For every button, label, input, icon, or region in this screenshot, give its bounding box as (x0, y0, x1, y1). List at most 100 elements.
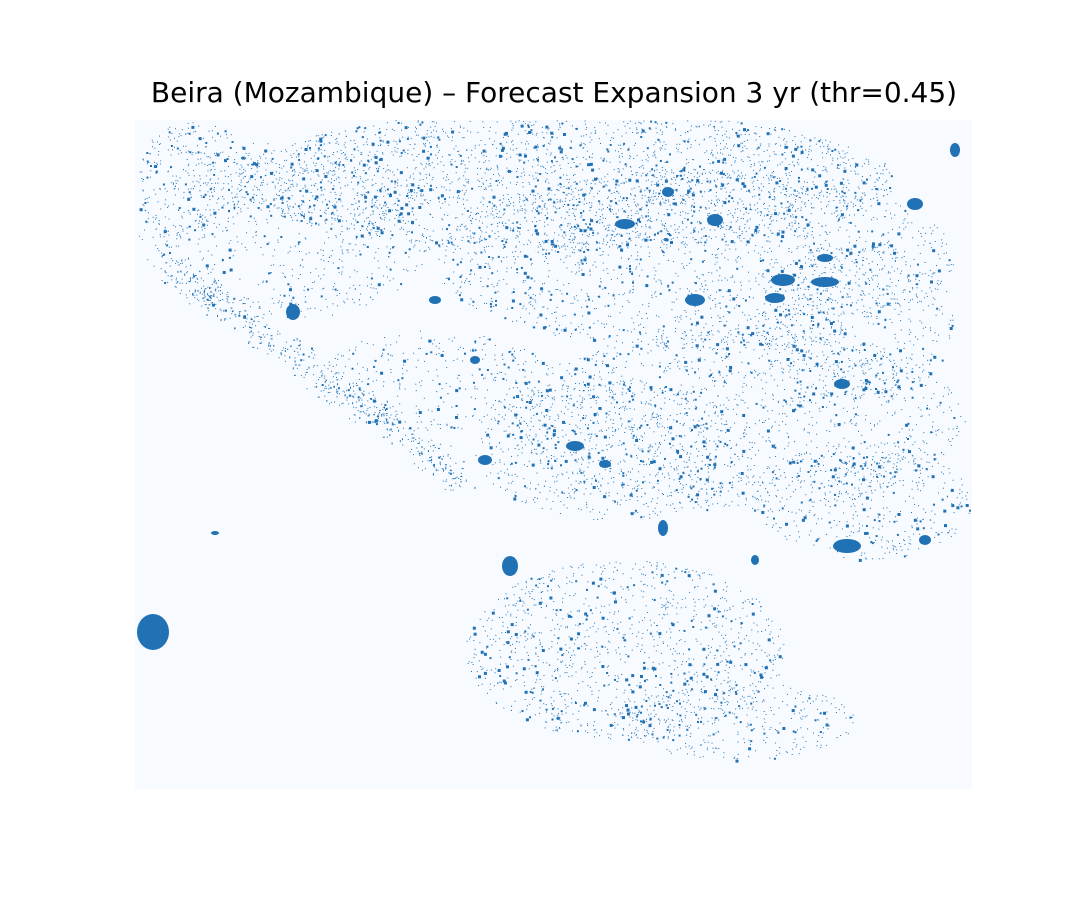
expansion-pixel (161, 256, 163, 258)
expansion-pixel (769, 241, 771, 243)
expansion-pixel (366, 228, 367, 230)
expansion-pixel (405, 203, 409, 207)
expansion-pixel (586, 127, 588, 129)
expansion-pixel (449, 154, 451, 156)
expansion-pixel (414, 143, 416, 145)
expansion-pixel (582, 193, 586, 197)
expansion-pixel (636, 129, 638, 131)
expansion-pixel (326, 231, 328, 233)
expansion-pixel (807, 226, 809, 227)
expansion-pixel (534, 201, 536, 203)
expansion-pixel (557, 251, 560, 253)
expansion-pixel (485, 187, 487, 189)
expansion-pixel (889, 302, 891, 304)
expansion-pixel (458, 150, 460, 152)
expansion-pixel (599, 278, 601, 280)
expansion-pixel (748, 271, 749, 273)
expansion-pixel (396, 151, 398, 153)
expansion-pixel (726, 320, 728, 322)
expansion-pixel (740, 151, 742, 153)
expansion-pixel (827, 151, 829, 153)
expansion-pixel (632, 285, 634, 287)
expansion-pixel (295, 303, 297, 305)
expansion-pixel (564, 218, 566, 219)
expansion-pixel (848, 222, 850, 224)
expansion-pixel (645, 159, 647, 161)
expansion-pixel (528, 239, 530, 241)
expansion-pixel (738, 305, 741, 307)
expansion-pixel (673, 172, 674, 174)
expansion-pixel (581, 324, 583, 325)
expansion-pixel (850, 165, 851, 167)
expansion-pixel (932, 273, 934, 275)
expansion-pixel (620, 248, 624, 252)
expansion-pixel (546, 178, 548, 180)
expansion-pixel (772, 176, 775, 179)
expansion-pixel (392, 246, 394, 249)
expansion-pixel (807, 167, 809, 169)
expansion-pixel (704, 241, 707, 244)
expansion-pixel (585, 223, 586, 225)
expansion-pixel (722, 200, 724, 202)
expansion-pixel (622, 197, 625, 200)
expansion-pixel (735, 232, 737, 234)
expansion-pixel (712, 280, 714, 282)
expansion-pixel (682, 210, 684, 212)
expansion-pixel (549, 299, 551, 301)
expansion-pixel (534, 308, 536, 310)
expansion-pixel (726, 225, 728, 226)
expansion-pixel (800, 168, 803, 171)
expansion-pixel (633, 328, 635, 330)
expansion-pixel (414, 244, 416, 246)
expansion-pixel (659, 141, 661, 143)
expansion-pixel (416, 240, 418, 241)
expansion-pixel (778, 245, 780, 247)
expansion-pixel (434, 126, 436, 128)
expansion-pixel (776, 232, 780, 236)
expansion-pixel (454, 217, 456, 219)
expansion-pixel (554, 311, 555, 313)
expansion-pixel (844, 200, 846, 202)
expansion-pixel (481, 152, 483, 154)
expansion-pixel (457, 245, 459, 247)
expansion-pixel (304, 296, 306, 298)
expansion-pixel (728, 195, 730, 197)
expansion-pixel (429, 200, 431, 202)
expansion-pixel (453, 252, 455, 253)
expansion-pixel (681, 177, 684, 180)
expansion-pixel (805, 218, 808, 221)
expansion-pixel (501, 145, 503, 147)
expansion-pixel (645, 204, 648, 207)
expansion-pixel (641, 128, 643, 130)
expansion-pixel (243, 303, 245, 304)
expansion-pixel (397, 185, 399, 187)
expansion-pixel (246, 232, 247, 234)
expansion-pixel (894, 308, 896, 310)
expansion-pixel (552, 243, 555, 246)
expansion-pixel (561, 293, 563, 295)
expansion-pixel (519, 201, 520, 203)
expansion-pixel (640, 123, 642, 125)
expansion-pixel (679, 288, 681, 290)
expansion-pixel (606, 160, 608, 162)
expansion-pixel (538, 242, 540, 243)
expansion-pixel (831, 163, 833, 165)
expansion-pixel (556, 189, 558, 191)
expansion-pixel (700, 237, 702, 239)
expansion-pixel (300, 220, 303, 222)
expansion-pixel (423, 236, 425, 237)
expansion-pixel (199, 251, 201, 253)
expansion-pixel (846, 186, 848, 188)
expansion-pixel (443, 164, 445, 166)
expansion-pixel (522, 200, 524, 202)
expansion-pixel (418, 206, 422, 209)
expansion-pixel (398, 216, 400, 218)
expansion-pixel (816, 197, 818, 199)
expansion-pixel (221, 206, 224, 209)
expansion-pixel (324, 188, 326, 190)
expansion-pixel (835, 188, 837, 190)
expansion-pixel (895, 202, 897, 204)
expansion-pixel (758, 273, 760, 275)
expansion-pixel (498, 236, 500, 238)
expansion-pixel (727, 343, 728, 345)
